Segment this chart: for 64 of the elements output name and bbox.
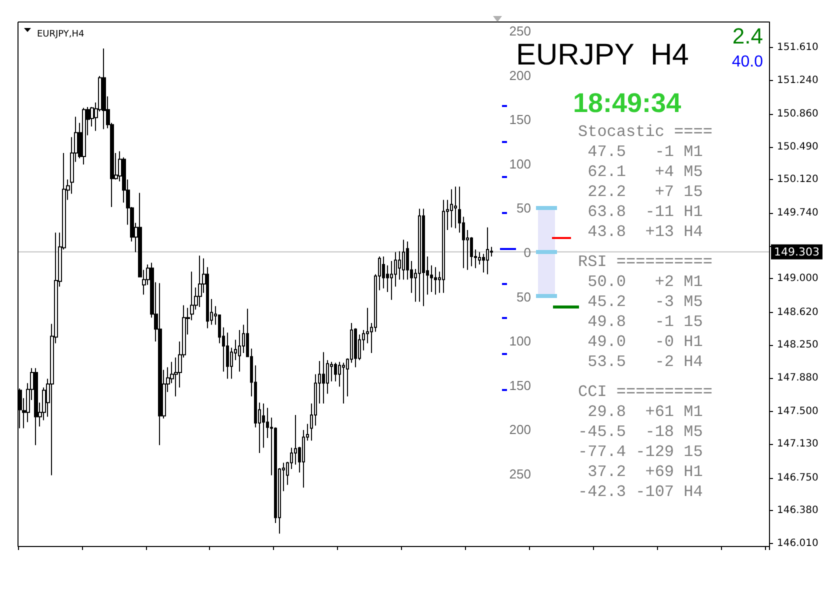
annotation: 49.8 -1 15 — [578, 313, 703, 331]
annotation: 150 — [509, 378, 531, 393]
candlestick — [158, 282, 162, 446]
candlestick — [418, 208, 421, 302]
annotation: 50 — [516, 200, 531, 216]
annotation: 200 — [509, 422, 531, 438]
annotation: 62.1 +4 M5 — [578, 163, 703, 181]
annotation: 50 — [516, 289, 531, 304]
annotation: CCI ========== — [578, 383, 712, 401]
candlestick — [322, 352, 325, 404]
annotation: -77.4 -129 15 — [578, 443, 703, 461]
y-tick-label: 149.000 — [777, 273, 818, 284]
y-tick-label: 148.250 — [777, 340, 818, 351]
annotation: 250 — [509, 24, 531, 38]
annotation: 49.0 -0 H1 — [578, 333, 703, 351]
annotation: 18:49:34 — [573, 88, 682, 118]
candlestick — [486, 226, 489, 275]
annotation: RSI ========== — [578, 253, 712, 271]
candlestick — [82, 107, 86, 166]
annotation: -42.3 -107 H4 — [578, 483, 703, 501]
annotation: -45.5 -18 M5 — [578, 423, 703, 441]
candlestick — [454, 186, 457, 229]
y-tick-label: 146.750 — [777, 472, 818, 484]
annotation: 43.8 +13 H4 — [578, 223, 703, 241]
y-tick-label: 148.620 — [777, 306, 818, 318]
candlestick — [434, 266, 437, 296]
candlestick — [422, 208, 425, 307]
annotation: 50.0 +2 M1 — [578, 273, 703, 291]
y-tick-label: 147.500 — [777, 406, 818, 417]
annotation: 100 — [509, 156, 531, 172]
annotation: 0 — [524, 245, 531, 260]
y-tick-label: 149.740 — [777, 208, 818, 219]
y-tick-label: 150.860 — [777, 108, 818, 120]
candlestick — [450, 188, 453, 228]
ref-line-label: 149.303 — [774, 245, 820, 258]
y-tick-label: 147.880 — [777, 372, 818, 384]
annotation: 47.5 -1 M1 — [578, 143, 703, 161]
annotation: Stocastic ==== — [578, 123, 712, 141]
annotation: 45.2 -3 M5 — [578, 293, 703, 311]
annotation: 37.2 +69 H1 — [578, 463, 703, 481]
annotation: 53.5 -2 H4 — [578, 353, 703, 371]
text: EURJPY,H4 — [37, 30, 85, 40]
annotation: 63.8 -11 H1 — [578, 203, 703, 221]
y-tick-label: 150.490 — [777, 141, 818, 152]
candlestick — [198, 255, 202, 308]
candlestick — [34, 368, 38, 446]
y-tick-label: 151.610 — [777, 42, 818, 54]
annotation: 150 — [509, 112, 531, 128]
y-tick-label: 146.010 — [777, 538, 818, 549]
candlestick — [402, 239, 405, 280]
y-tick-label: 150.120 — [777, 174, 818, 186]
candlestick — [442, 199, 445, 294]
annotation: 22.2 +7 15 — [578, 183, 703, 201]
y-tick-label: 147.130 — [777, 438, 818, 450]
annotation: 29.8 +61 M1 — [578, 403, 703, 421]
y-tick-label: 151.240 — [777, 74, 818, 86]
annotation: 100 — [509, 334, 531, 349]
y-tick-label: 146.380 — [777, 505, 818, 516]
candlestick — [382, 256, 385, 289]
annotation: 2.4 — [732, 24, 763, 48]
annotation: 40.0 — [732, 54, 764, 70]
annotation: 250 — [509, 466, 531, 482]
candlestick — [342, 362, 345, 404]
candlestick — [102, 48, 106, 130]
